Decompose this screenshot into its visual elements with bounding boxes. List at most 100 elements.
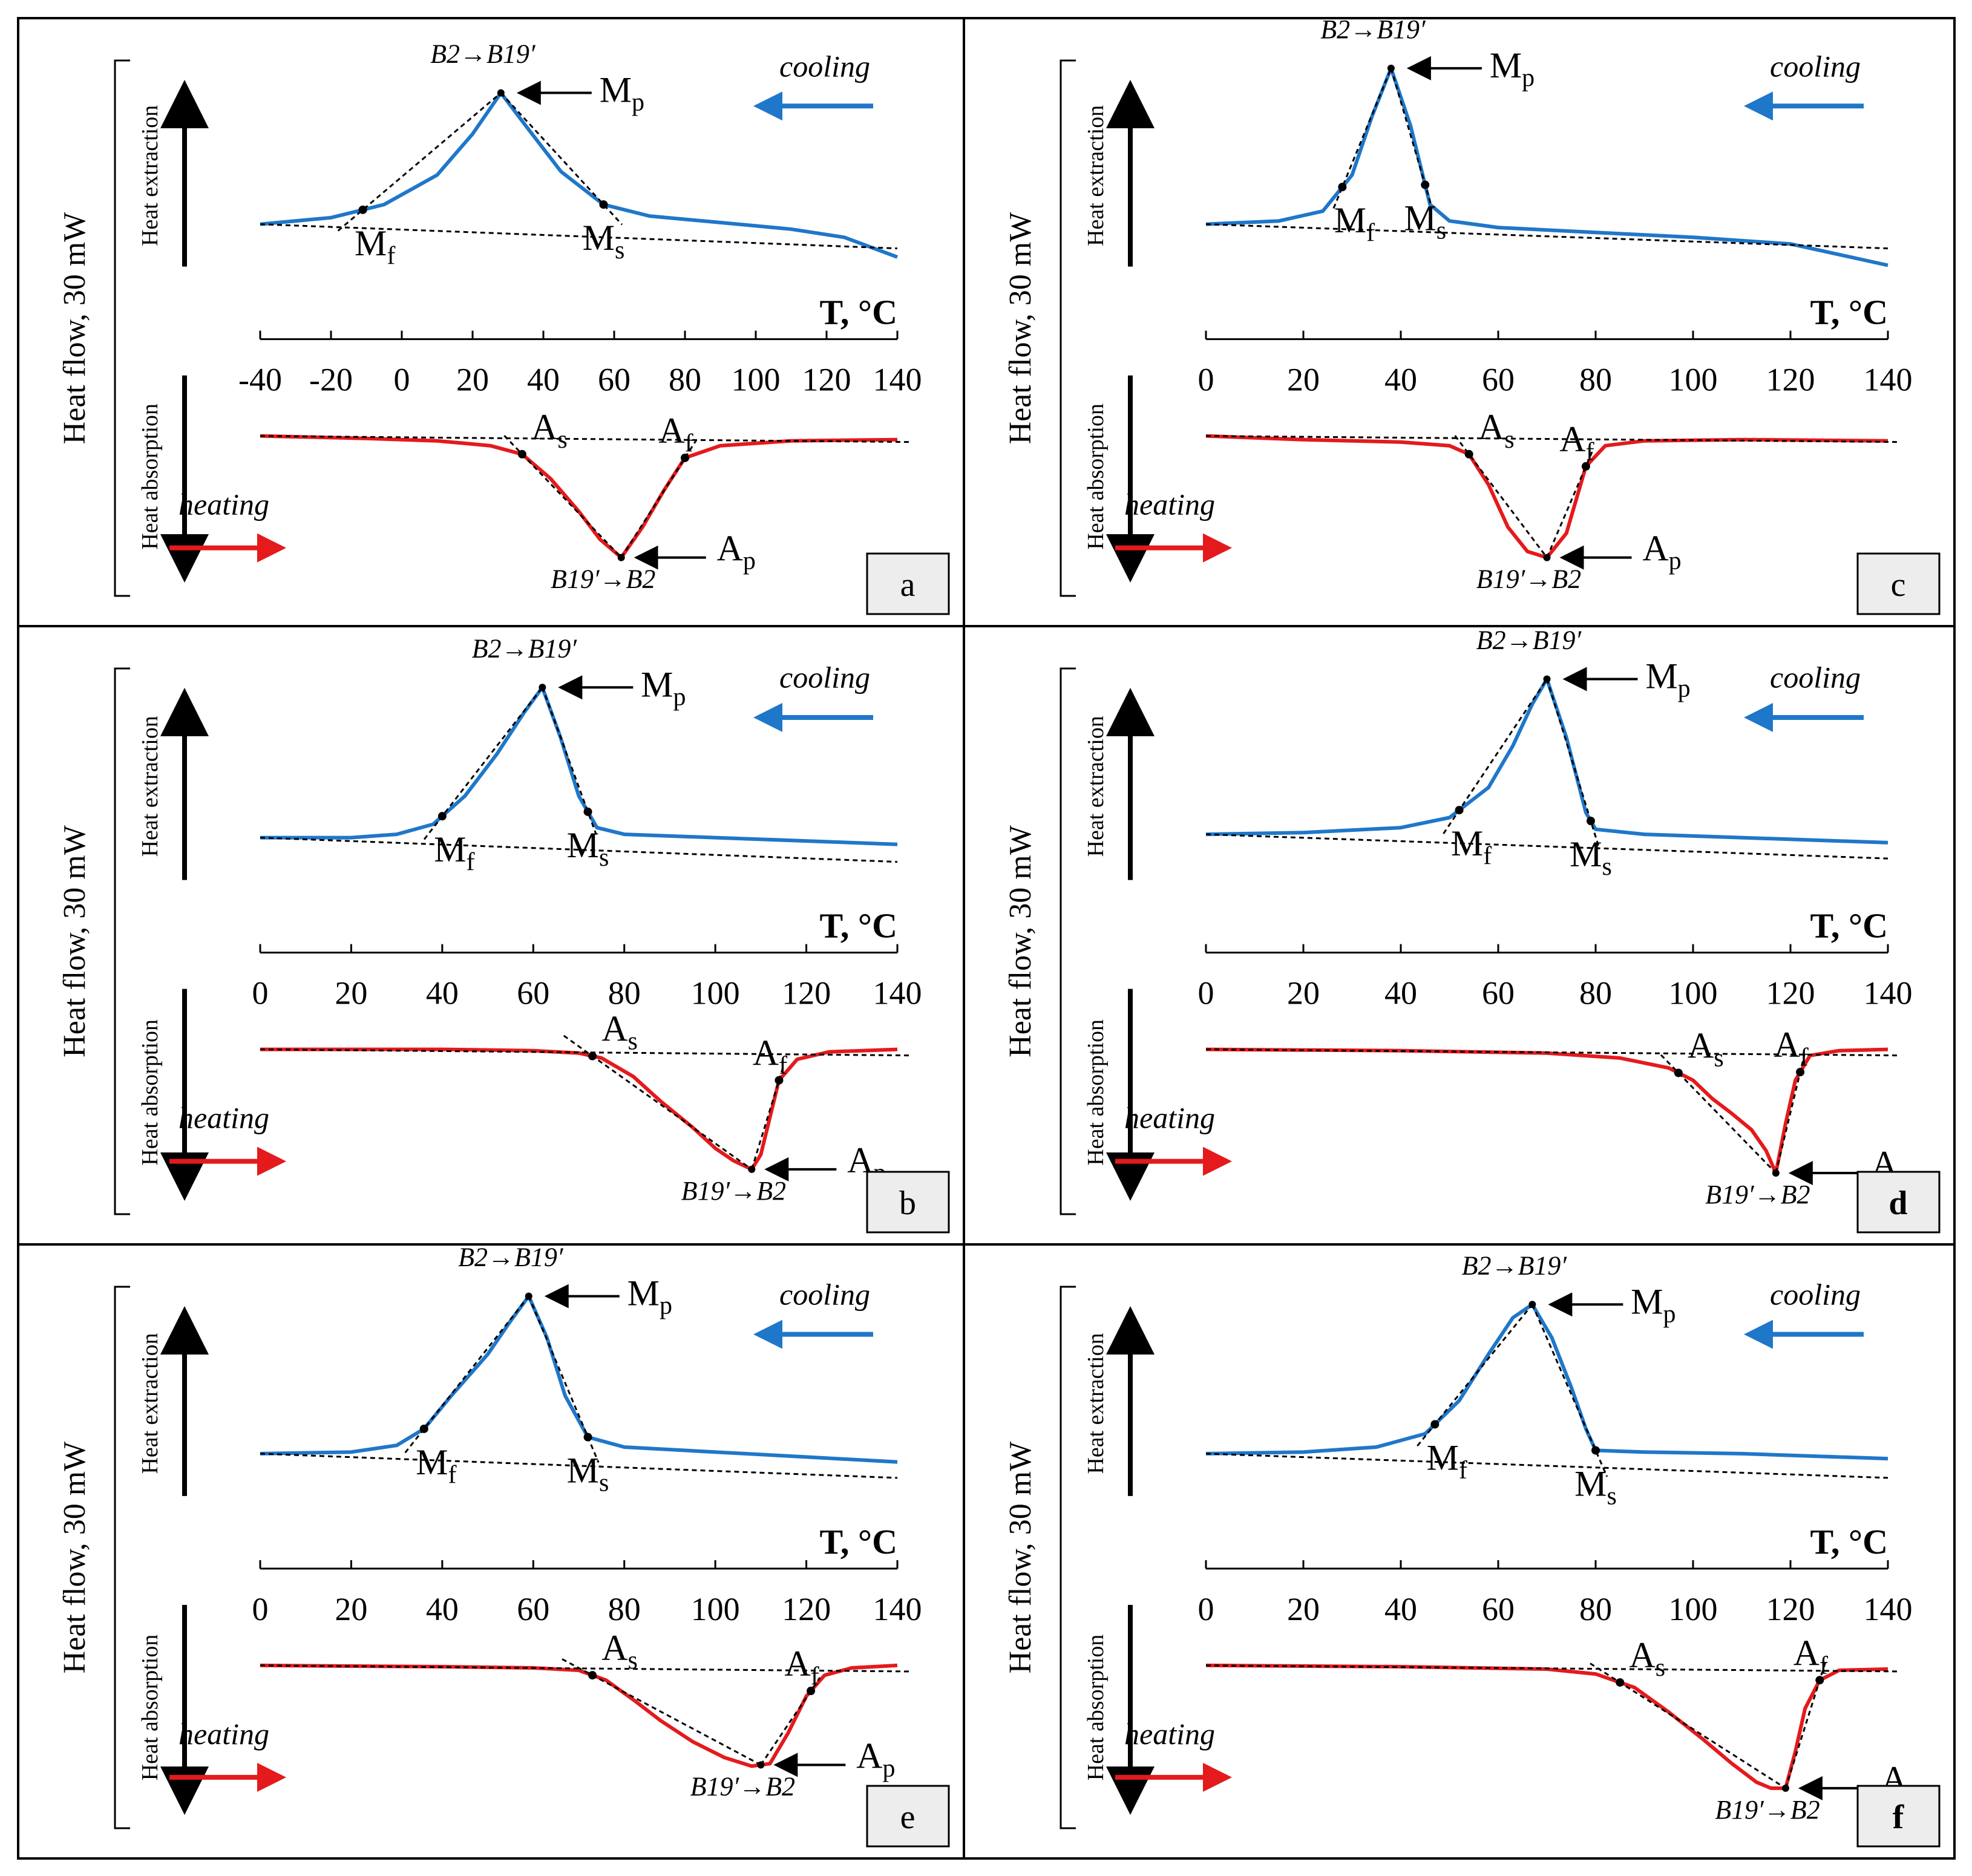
y-axis-bracket [114, 667, 130, 1215]
mf-label: Mf [434, 829, 474, 876]
cooling-baseline-tangent [260, 1453, 898, 1479]
panel-f: Heat flow, 30 mW Heat extraction Heat abso… [1003, 1250, 1941, 1848]
as-point [588, 1671, 597, 1680]
heating-right-tangent [750, 1064, 785, 1170]
ms-point [583, 1433, 592, 1442]
x-tick-label: 20 [456, 362, 489, 398]
y-axis-label: Heat flow, 30 mW [1003, 825, 1038, 1057]
panel-a: Heat flow, 30 mW Heat extraction Heat abso… [57, 39, 950, 615]
cooling-curve [1205, 1302, 1888, 1461]
x-tick-label: 140 [1864, 975, 1913, 1012]
x-axis-title: T, °C [1810, 906, 1888, 946]
af-label: Af [1559, 419, 1594, 466]
x-tick-label: 100 [1669, 362, 1718, 398]
x-tick-label: 100 [691, 1591, 740, 1627]
figure-border [17, 17, 1956, 1860]
as-point [588, 1051, 597, 1061]
y-axis-bracket [114, 1286, 130, 1829]
x-tick-label: 40 [1384, 975, 1417, 1012]
mp-point [1387, 64, 1395, 72]
y-axis-bracket [1060, 667, 1076, 1215]
x-tick-label: 40 [426, 1591, 459, 1627]
heating-label: heating [179, 1101, 269, 1135]
heating-curve [1205, 434, 1888, 560]
heat-extraction-label: Heat extraction [1083, 1333, 1109, 1474]
x-tick-label: 80 [1579, 1591, 1612, 1627]
x-tick-label: 60 [517, 1591, 549, 1627]
y-axis-label: Heat flow, 30 mW [57, 825, 92, 1057]
x-axis-title: T, °C [1810, 1522, 1888, 1561]
heating-label: heating [1124, 1101, 1215, 1135]
as-point [1616, 1678, 1625, 1687]
panel-letter-box [866, 1785, 950, 1848]
x-tick-label: 60 [598, 362, 631, 398]
cooling-label: cooling [779, 660, 870, 694]
heat-extraction-label: Heat extraction [1083, 716, 1109, 857]
x-tick-label: 20 [1287, 975, 1320, 1012]
cooling-curve [260, 91, 899, 259]
x-tick-label: 100 [691, 975, 740, 1012]
x-tick-label: 20 [1287, 362, 1320, 398]
heating-baseline-tangent [260, 1048, 910, 1057]
ap-point [748, 1165, 756, 1173]
heat-extraction-label: Heat extraction [137, 1333, 163, 1474]
y-axis-label: Heat flow, 30 mW [1003, 212, 1038, 445]
af-point [1815, 1676, 1824, 1685]
heating-curve [1205, 1663, 1888, 1790]
x-tick-label: 140 [1864, 362, 1913, 398]
ms-label: Ms [567, 825, 609, 872]
panel-letter: e [900, 1799, 916, 1836]
mp-label: Mp [1631, 1281, 1676, 1328]
ap-point [617, 554, 625, 561]
cooling-baseline-tangent [1205, 1453, 1888, 1479]
ap-label: Ap [717, 529, 756, 575]
mp-point [497, 89, 505, 97]
forward-transformation-label: B2→B19′ [1476, 625, 1582, 655]
mf-label: Mf [1334, 200, 1375, 247]
cooling-label: cooling [1770, 49, 1861, 83]
x-axis-title: T, °C [1810, 293, 1888, 332]
forward-transformation-label: B2→B19′ [1320, 15, 1426, 44]
af-label: Af [784, 1644, 819, 1690]
x-tick-label: 120 [802, 362, 851, 398]
ap-label: Ap [1642, 529, 1681, 575]
mp-label: Mp [627, 1273, 672, 1320]
heating-baseline-tangent [260, 435, 910, 443]
panel-letter-box [866, 552, 950, 615]
x-axis-title: T, °C [820, 293, 897, 332]
reverse-transformation-label: B19′→B2 [1476, 564, 1581, 594]
heat-absorption-label: Heat absorption [137, 1635, 163, 1781]
x-tick-label: 60 [1482, 975, 1515, 1012]
x-tick-label: 60 [1482, 1591, 1515, 1627]
ms-point [1421, 180, 1430, 189]
ap-label: Ap [856, 1736, 895, 1782]
cooling-label: cooling [1770, 1277, 1861, 1311]
af-label: Af [1793, 1633, 1828, 1679]
af-point [775, 1076, 784, 1085]
heat-extraction-label: Heat extraction [137, 105, 163, 246]
x-tick-label: -40 [238, 362, 282, 398]
mp-label: Mp [1490, 45, 1535, 92]
x-tick-label: 120 [782, 975, 831, 1012]
panel-c: Heat flow, 30 mW Heat extraction Heat abso… [1003, 15, 1941, 615]
x-tick-label: 0 [252, 975, 269, 1012]
heat-absorption-label: Heat absorption [137, 1019, 163, 1166]
cooling-label: cooling [779, 49, 870, 83]
y-axis-label: Heat flow, 30 mW [1003, 1442, 1038, 1674]
x-tick-label: 60 [517, 975, 549, 1012]
cooling-baseline-tangent [1205, 223, 1888, 250]
heating-curve [1205, 1047, 1888, 1175]
y-axis-bracket [1060, 1286, 1076, 1829]
heating-label: heating [1124, 488, 1215, 521]
mp-point [1528, 1301, 1536, 1309]
af-label: Af [1774, 1025, 1808, 1071]
ms-label: Ms [583, 218, 625, 264]
as-label: As [531, 407, 568, 454]
as-point [1674, 1068, 1683, 1077]
heating-curve [260, 1047, 898, 1171]
x-tick-label: 140 [1864, 1591, 1913, 1627]
heating-curve [260, 434, 898, 560]
af-label: Af [753, 1033, 787, 1080]
x-tick-label: 140 [873, 975, 922, 1012]
